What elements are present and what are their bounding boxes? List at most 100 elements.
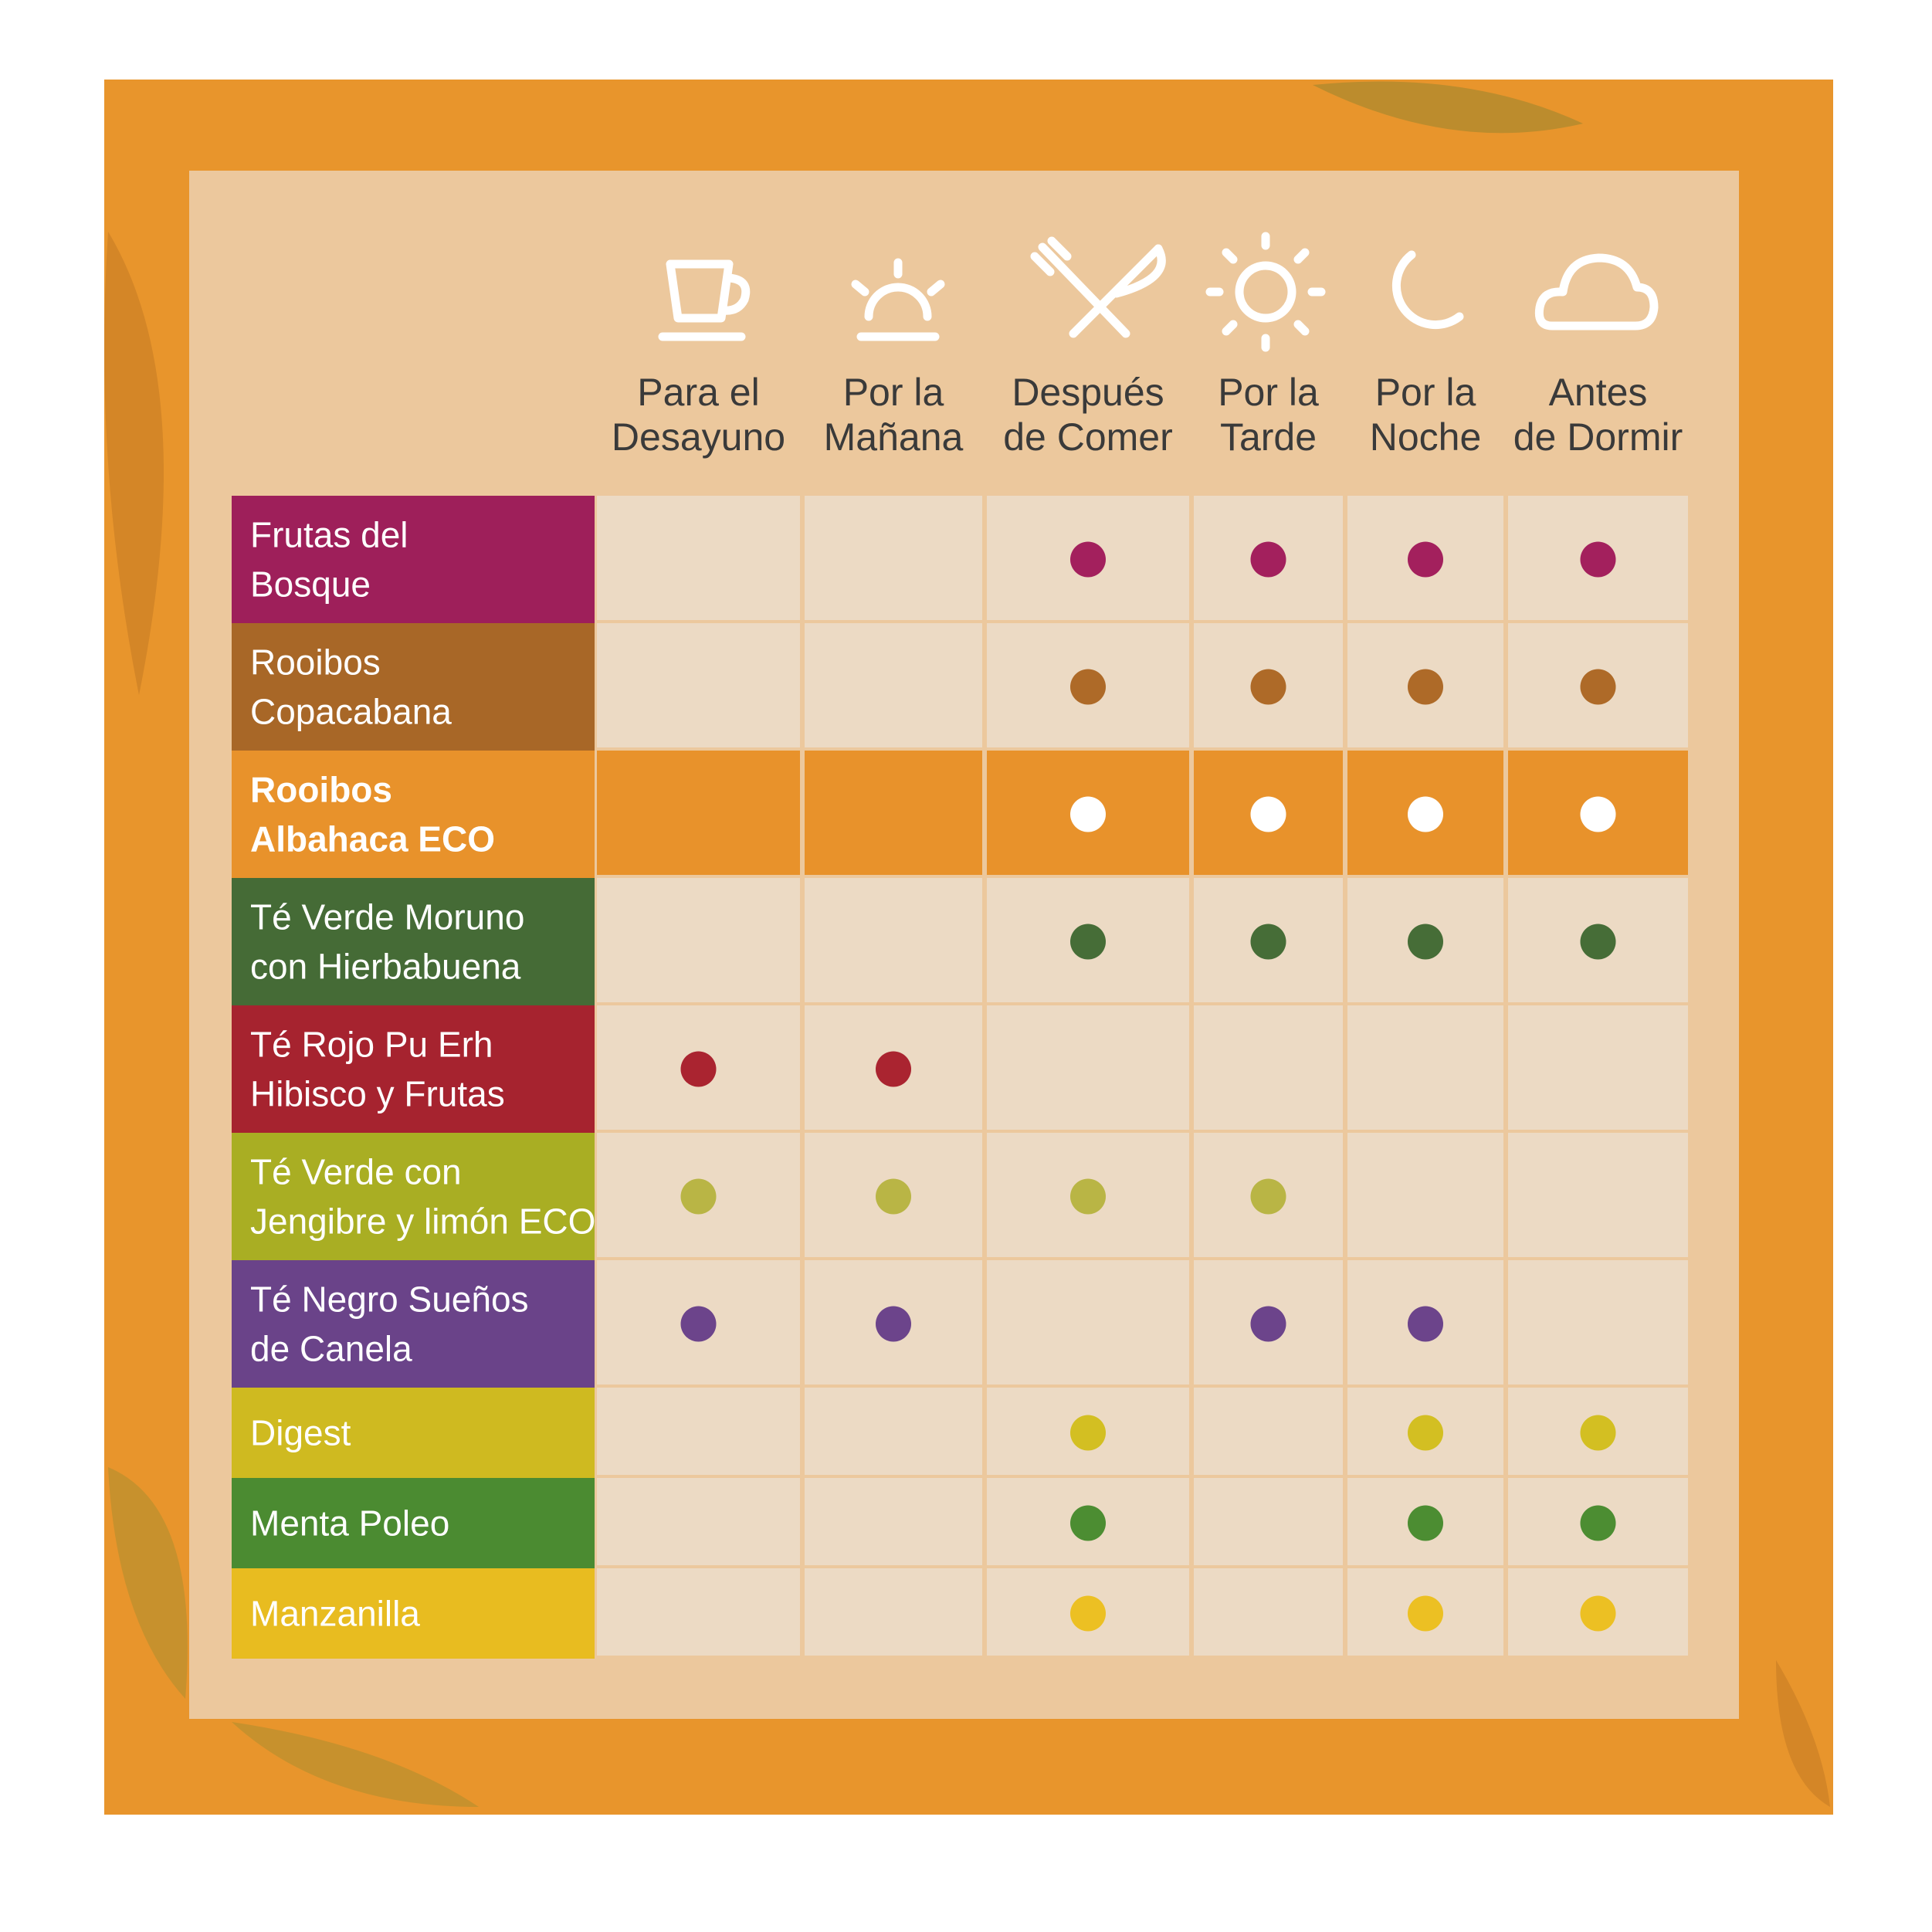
row-label: Té Negro Sueños (250, 1280, 529, 1320)
row-label: Albahaca ECO (250, 819, 495, 859)
row-label: Jengibre y limón ECO (250, 1202, 595, 1242)
dot (1408, 924, 1443, 960)
cell (1194, 1568, 1343, 1656)
cell (1194, 1005, 1343, 1130)
dot (1580, 1595, 1616, 1632)
dot (1250, 1306, 1286, 1342)
dot (1408, 1595, 1443, 1632)
row-label: Digest (250, 1413, 351, 1453)
dot (1408, 1505, 1443, 1541)
dot (876, 1178, 911, 1215)
dot (1408, 796, 1443, 832)
cell (805, 1388, 982, 1475)
column-header: Noche (1370, 415, 1482, 459)
cutlery-icon (1030, 236, 1166, 338)
dot (876, 1051, 911, 1087)
row-label: de Canela (250, 1329, 412, 1369)
dot (1580, 1415, 1616, 1451)
icons (658, 232, 1659, 352)
row-label-cell (232, 1388, 595, 1478)
cloud-icon (1534, 253, 1659, 330)
cell (1508, 1133, 1688, 1257)
column-header: Por la (1375, 371, 1476, 414)
leaf-decoration (104, 81, 1830, 1807)
dot (1250, 796, 1286, 832)
dot (1250, 1178, 1286, 1215)
column-header: Tarde (1220, 415, 1317, 459)
cell (1347, 1005, 1503, 1130)
cell (805, 878, 982, 1002)
column-header: Para el (637, 371, 759, 414)
dot (1408, 541, 1443, 578)
dot (1580, 924, 1616, 960)
cell (1508, 1005, 1688, 1130)
dot (1070, 1178, 1106, 1215)
dot (1070, 669, 1106, 705)
cup-icon (658, 259, 751, 341)
row-label-cell (232, 1568, 595, 1659)
dot (1250, 541, 1286, 578)
dot (1580, 796, 1616, 832)
cell (805, 496, 982, 620)
cell (805, 1478, 982, 1565)
row-label: Copacabana (250, 692, 452, 732)
dot (680, 1051, 717, 1087)
cell (597, 1568, 800, 1656)
column-header: Por la (843, 371, 944, 414)
dot (1408, 1306, 1443, 1342)
column-header: Mañana (824, 415, 964, 459)
row-label: Menta Poleo (250, 1503, 449, 1544)
cell (805, 751, 982, 875)
dot (1070, 924, 1106, 960)
dot (1070, 1595, 1106, 1632)
cell (597, 1478, 800, 1565)
cell (987, 1005, 1189, 1130)
cell (987, 1260, 1189, 1385)
dot (1070, 1505, 1106, 1541)
cell (1508, 1260, 1688, 1385)
dot (1408, 1415, 1443, 1451)
dot (1408, 669, 1443, 705)
row-label-cell (232, 1133, 595, 1260)
dot (1580, 669, 1616, 705)
cell (805, 1568, 982, 1656)
moon-icon (1391, 250, 1464, 330)
row-label-cell (232, 623, 595, 751)
row-label: Té Verde Moruno (250, 897, 524, 937)
row-label: Hibisco y Frutas (250, 1074, 505, 1114)
dot (1070, 796, 1106, 832)
column-header: Por la (1218, 371, 1319, 414)
row-label: Té Verde con (250, 1152, 462, 1192)
dot (876, 1306, 911, 1342)
sun-icon (1205, 232, 1326, 352)
cell (597, 623, 800, 747)
dot (1580, 541, 1616, 578)
row-label: Rooibos (250, 770, 392, 810)
row-label: Bosque (250, 564, 371, 605)
cell (597, 751, 800, 875)
cell (1194, 1388, 1343, 1475)
cell (1194, 1478, 1343, 1565)
dot (680, 1178, 717, 1215)
cell (1347, 1133, 1503, 1257)
dot (1250, 924, 1286, 960)
column-header: de Comer (1003, 415, 1173, 459)
column-header: Después (1012, 371, 1164, 414)
row-label: Manzanilla (250, 1594, 420, 1634)
row-label-cell (232, 878, 595, 1005)
row-label: Frutas del (250, 515, 408, 555)
row-label-cell (232, 751, 595, 878)
dot (1580, 1505, 1616, 1541)
row-label: con Hierbabuena (250, 947, 521, 987)
dot (1070, 1415, 1106, 1451)
cell (597, 496, 800, 620)
sunrise-icon (851, 258, 945, 341)
dot (680, 1306, 717, 1342)
column-header: Desayuno (612, 415, 785, 459)
dot (1250, 669, 1286, 705)
row-label-cell (232, 496, 595, 623)
row-label-cell (232, 1005, 595, 1133)
row-label: Rooibos (250, 642, 381, 683)
